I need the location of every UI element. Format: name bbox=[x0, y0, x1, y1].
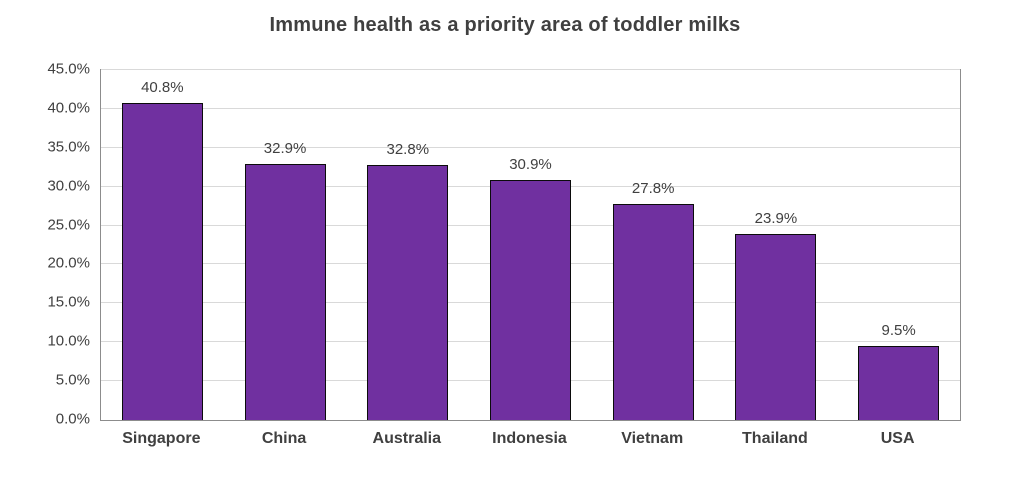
x-axis: Singapore China Australia Indonesia Vietnam T… bbox=[100, 427, 959, 457]
bar-value-label: 23.9% bbox=[754, 210, 798, 228]
bar-indonesia bbox=[490, 179, 571, 420]
bar-australia bbox=[367, 164, 449, 420]
bar-thailand bbox=[735, 234, 817, 420]
y-tick-label: 35.0% bbox=[47, 138, 90, 156]
y-tick-label: 10.0% bbox=[47, 332, 90, 350]
y-tick-label: 40.0% bbox=[47, 99, 90, 117]
bar-value-label: 30.9% bbox=[509, 155, 552, 173]
x-tick-label-vietnam: Vietnam bbox=[621, 430, 684, 447]
x-tick-label-australia: Australia bbox=[372, 430, 441, 447]
x-tick-label-china: China bbox=[261, 430, 307, 447]
y-tick-label: 30.0% bbox=[47, 177, 90, 195]
gridline bbox=[101, 107, 960, 109]
bar-vietnam bbox=[612, 203, 694, 420]
chart-title: Immune health as a priority area of todd… bbox=[269, 14, 741, 36]
bar-value-label: 40.8% bbox=[141, 78, 184, 96]
x-tick-label-usa: USA bbox=[880, 430, 915, 447]
bar-value-label: 32.8% bbox=[386, 140, 430, 158]
x-tick-label-indonesia: Indonesia bbox=[492, 430, 567, 447]
x-tick-label-thailand: Thailand bbox=[742, 430, 808, 447]
y-tick-label: 15.0% bbox=[47, 293, 90, 311]
gridline bbox=[101, 69, 960, 70]
y-axis: 0.0% 5.0% 10.0% 15.0% 20.0% 25.0% 30.0% 35.0% 40… bbox=[0, 61, 90, 428]
bar-china bbox=[244, 164, 326, 420]
y-tick-label: 25.0% bbox=[47, 216, 90, 234]
y-tick-label: 20.0% bbox=[47, 254, 90, 272]
bar-value-label: 9.5% bbox=[881, 322, 916, 340]
bar-usa bbox=[858, 346, 940, 420]
y-tick-label: 45.0% bbox=[47, 60, 90, 78]
bar-value-label: 32.9% bbox=[263, 140, 307, 158]
bar-singapore bbox=[121, 102, 203, 420]
bar-value-label: 27.8% bbox=[631, 179, 675, 197]
y-tick-label: 5.0% bbox=[55, 371, 90, 389]
x-tick-label-singapore: Singapore bbox=[122, 430, 201, 447]
gridline bbox=[101, 146, 960, 148]
y-tick-label: 0.0% bbox=[55, 410, 90, 428]
plot-area: 40.8% 32.9% 32.8% 30.9% 27.8% 23.9% 9.5% bbox=[100, 69, 961, 421]
